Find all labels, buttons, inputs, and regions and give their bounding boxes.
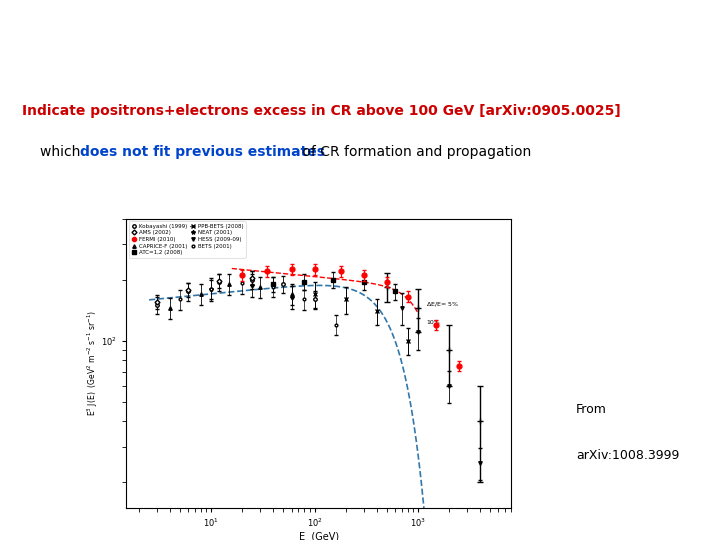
Text: Indicate positrons+electrons excess in CR above 100 GeV [arXiv:0905.0025]: Indicate positrons+electrons excess in C… bbox=[22, 104, 621, 118]
Y-axis label: E$^3$ J(E)  (GeV$^2$ m$^{-2}$ s$^{-1}$ sr$^{-1}$): E$^3$ J(E) (GeV$^2$ m$^{-2}$ s$^{-1}$ sr… bbox=[85, 310, 99, 416]
Text: does not fit previous estimates: does not fit previous estimates bbox=[80, 145, 325, 159]
X-axis label: E  (GeV): E (GeV) bbox=[299, 532, 338, 540]
Text: FERMI-LAT DATA: FERMI-LAT DATA bbox=[117, 16, 603, 68]
Legend: Kobayashi (1999), AMS (2002), FERMI (2010), CAPRICE-F (2001), ATC=1,2 (2008), PP: Kobayashi (1999), AMS (2002), FERMI (201… bbox=[129, 221, 246, 258]
Text: of CR formation and propagation: of CR formation and propagation bbox=[298, 145, 531, 159]
Text: which: which bbox=[40, 145, 84, 159]
Text: arXiv:1008.3999: arXiv:1008.3999 bbox=[576, 449, 680, 462]
Text: From: From bbox=[576, 403, 607, 416]
Text: Moskalenko
& Strong: Moskalenko & Strong bbox=[244, 403, 318, 431]
Text: $\Delta$E/E= 5%: $\Delta$E/E= 5% bbox=[426, 300, 459, 308]
Text: 10%: 10% bbox=[426, 320, 440, 325]
